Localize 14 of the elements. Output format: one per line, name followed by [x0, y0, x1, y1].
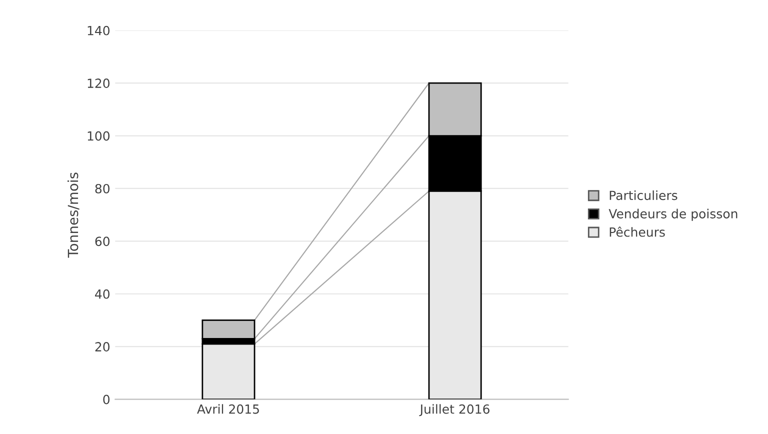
y-tick-label: 40 [95, 289, 110, 299]
x-tick-label: Juillet 2016 [419, 404, 490, 416]
legend-label: Pêcheurs [610, 226, 665, 237]
x-tick-label: Avril 2015 [197, 404, 259, 414]
y-tick-label: 100 [88, 131, 110, 141]
y-tick-label: 20 [95, 342, 110, 352]
legend-label: Particuliers [610, 190, 678, 200]
legend-label: Vendeurs de poisson [608, 208, 738, 221]
y-tick-label: 120 [88, 78, 110, 88]
y-tick-label: 140 [88, 26, 110, 36]
y-tick-label: 60 [95, 236, 110, 246]
y-tick-label: 80 [95, 184, 110, 194]
y-axis-title: Tonnes/mois [67, 172, 80, 258]
y-tick-label: 0 [103, 394, 110, 404]
